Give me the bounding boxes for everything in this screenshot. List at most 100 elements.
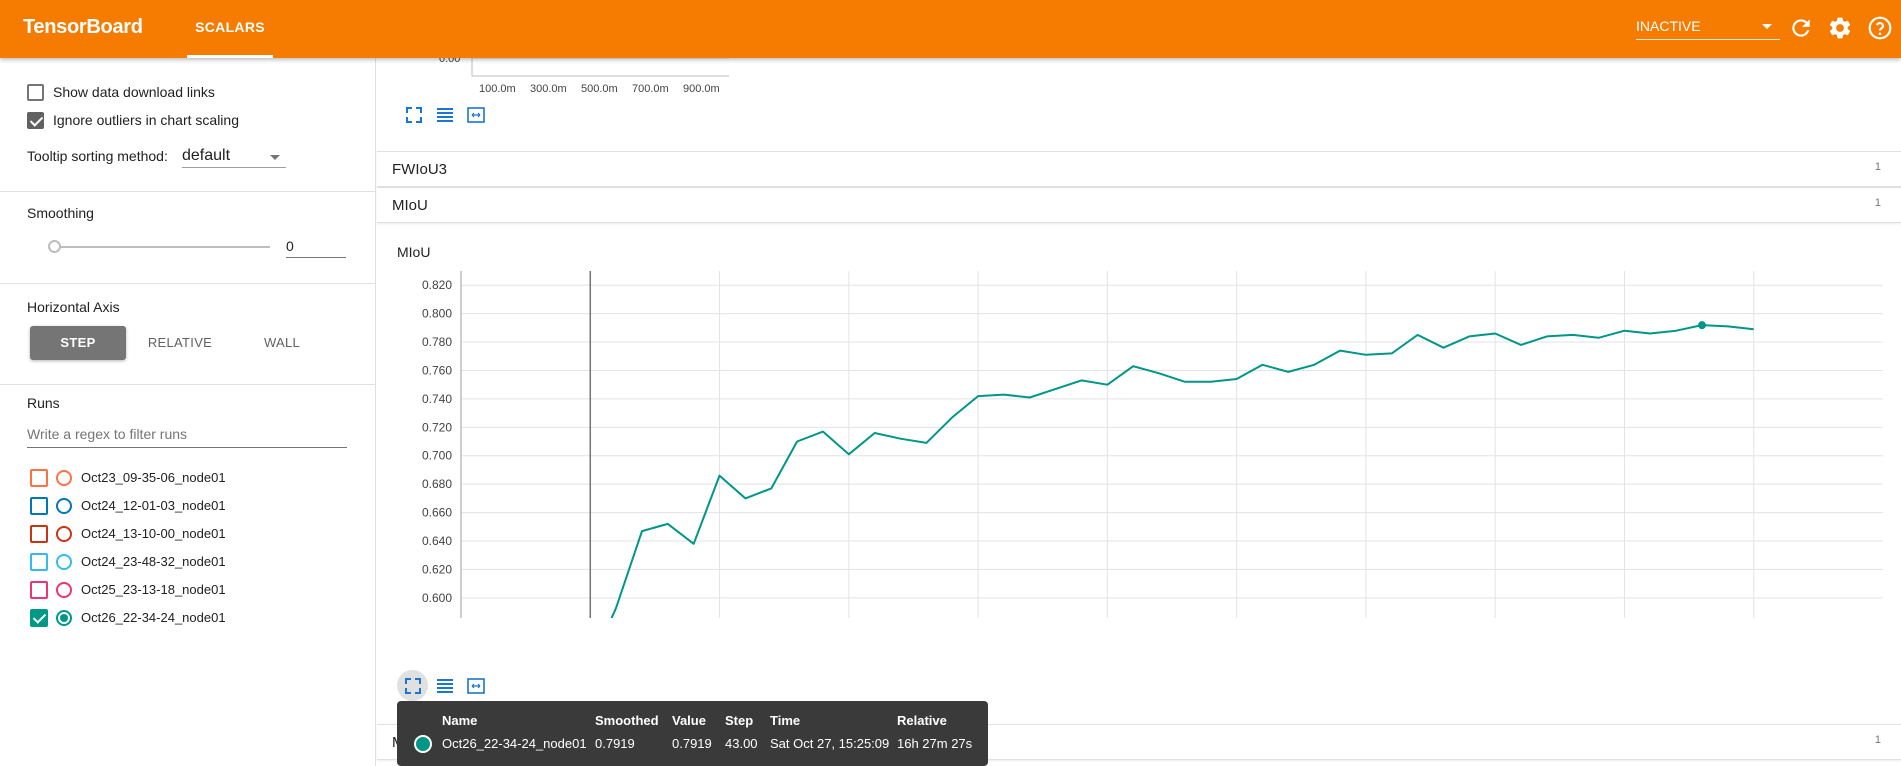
- smoothing-slider-handle[interactable]: [48, 240, 61, 253]
- top-app-bar: TensorBoard SCALARS INACTIVE: [0, 0, 1901, 58]
- y-tick-label: 0.740: [422, 392, 452, 406]
- smoothing-input[interactable]: 0: [286, 236, 346, 258]
- highlight-point: [1698, 321, 1707, 330]
- run-label: Oct25_23-13-18_node01: [81, 582, 226, 597]
- run-radio[interactable]: [56, 610, 72, 626]
- chevron-down-icon: [270, 155, 280, 160]
- y-tick-label: 0.640: [422, 534, 452, 548]
- y-tick-label: 0.680: [422, 477, 452, 491]
- group-name: MIoU: [392, 197, 428, 214]
- settings-gear-icon[interactable]: [1827, 15, 1853, 41]
- run-checkbox[interactable]: [30, 609, 48, 627]
- axis-step-button[interactable]: STEP: [30, 326, 126, 360]
- y-tick-label: 0.620: [422, 562, 452, 576]
- fit-domain-icon[interactable]: [466, 105, 486, 125]
- run-label: Oct26_22-34-24_node01: [81, 610, 226, 625]
- run-status-value: INACTIVE: [1636, 18, 1701, 34]
- tooltip-relative: 16h 27m 27s: [897, 736, 973, 751]
- run-radio[interactable]: [56, 470, 72, 486]
- ignore-outliers-checkbox[interactable]: [27, 112, 44, 129]
- sidebar: Show data download links Ignore outliers…: [0, 58, 376, 766]
- prev-chart-axis: [471, 58, 729, 77]
- group-row-fwiou3[interactable]: FWIoU3 1: [377, 151, 1901, 187]
- divider: [0, 191, 375, 192]
- run-radio[interactable]: [56, 582, 72, 598]
- run-radio[interactable]: [56, 526, 72, 542]
- run-label: Oct24_12-01-03_node01: [81, 498, 226, 513]
- tooltip-sort-dropdown[interactable]: default: [182, 146, 286, 168]
- prev-chart-x-tick: 100.0m: [479, 83, 516, 95]
- y-tick-label: 0.780: [422, 335, 452, 349]
- y-tick-label: 0.800: [422, 307, 452, 321]
- y-tick-label: 0.820: [422, 278, 452, 292]
- chevron-down-icon: [1762, 24, 1772, 29]
- show-download-links-label: Show data download links: [53, 84, 215, 100]
- data-table-icon[interactable]: [435, 676, 455, 696]
- show-download-links-checkbox[interactable]: [27, 84, 44, 101]
- tooltip-header-name: Name: [442, 713, 478, 728]
- group-name: FWIoU3: [392, 161, 448, 178]
- run-checkbox[interactable]: [30, 497, 48, 515]
- tooltip-header-time: Time: [770, 713, 801, 728]
- tooltip-sort-label: Tooltip sorting method:: [27, 148, 168, 164]
- fullscreen-icon[interactable]: [404, 105, 424, 125]
- tooltip-step: 43.00: [725, 736, 758, 751]
- tooltip-run-name: Oct26_22-34-24_node01: [442, 736, 587, 751]
- help-icon[interactable]: [1867, 15, 1893, 41]
- app-title: TensorBoard: [23, 16, 143, 38]
- fullscreen-icon[interactable]: [403, 676, 423, 696]
- y-tick-label: 0.720: [422, 420, 452, 434]
- divider: [0, 384, 375, 385]
- prev-chart-x-tick: 900.0m: [683, 83, 720, 95]
- y-tick-label: 0.760: [422, 363, 452, 377]
- tab-scalars[interactable]: SCALARS: [187, 0, 273, 58]
- tooltip-time: Sat Oct 27, 15:25:09: [770, 736, 890, 751]
- run-radio[interactable]: [56, 554, 72, 570]
- horizontal-axis-label: Horizontal Axis: [27, 299, 120, 315]
- miou-line-chart[interactable]: 0.5800.6000.6200.6400.6600.6800.7000.720…: [377, 58, 1901, 618]
- run-radio[interactable]: [56, 498, 72, 514]
- tooltip-header-value: Value: [672, 713, 706, 728]
- series-line: [610, 324, 1754, 618]
- data-table-icon[interactable]: [435, 105, 455, 125]
- y-tick-label: 0.700: [422, 449, 452, 463]
- run-label: Oct23_09-35-06_node01: [81, 470, 226, 485]
- fit-domain-icon[interactable]: [466, 676, 486, 696]
- runs-label: Runs: [27, 395, 60, 411]
- axis-wall-button[interactable]: WALL: [263, 335, 301, 350]
- prev-chart-x-tick: 300.0m: [530, 83, 567, 95]
- run-checkbox[interactable]: [30, 581, 48, 599]
- tooltip-sort-value: default: [182, 147, 231, 164]
- ignore-outliers-label: Ignore outliers in chart scaling: [53, 112, 239, 128]
- smoothing-slider-track[interactable]: [55, 246, 270, 248]
- chart-tooltip: Name Smoothed Value Step Time Relative O…: [397, 701, 988, 766]
- y-tick-label: 0.660: [422, 506, 452, 520]
- divider: [0, 283, 375, 284]
- y-tick-label: 0.600: [422, 591, 452, 605]
- prev-chart-x-tick: 700.0m: [632, 83, 669, 95]
- smoothing-label: Smoothing: [27, 205, 94, 221]
- run-checkbox[interactable]: [30, 553, 48, 571]
- run-label: Oct24_23-48-32_node01: [81, 554, 226, 569]
- group-count: 1: [1874, 734, 1881, 746]
- run-status-dropdown[interactable]: INACTIVE: [1636, 14, 1780, 40]
- tooltip-smoothed-value: 0.7919: [595, 736, 635, 751]
- tooltip-run-color-swatch: [414, 735, 432, 753]
- fullscreen-button-pressed[interactable]: [397, 670, 428, 701]
- axis-relative-button[interactable]: RELATIVE: [147, 335, 213, 350]
- run-checkbox[interactable]: [30, 525, 48, 543]
- tooltip-header-relative: Relative: [897, 713, 947, 728]
- chart-title: MIoU: [397, 244, 431, 260]
- run-checkbox[interactable]: [30, 469, 48, 487]
- run-label: Oct24_13-10-00_node01: [81, 526, 226, 541]
- group-count: 1: [1874, 161, 1881, 173]
- main-content: 0.00 100.0m 300.0m 500.0m 700.0m 900.0m FWIo…: [377, 53, 1901, 766]
- group-row-miou[interactable]: MIoU 1: [377, 187, 1901, 223]
- group-count: 1: [1874, 197, 1881, 209]
- refresh-icon[interactable]: [1788, 15, 1814, 41]
- tooltip-header-step: Step: [725, 713, 754, 728]
- tooltip-header-smoothed: Smoothed: [595, 713, 659, 728]
- prev-chart-x-tick: 500.0m: [581, 83, 618, 95]
- runs-filter-input[interactable]: Write a regex to filter runs: [27, 424, 347, 448]
- tooltip-value: 0.7919: [672, 736, 712, 751]
